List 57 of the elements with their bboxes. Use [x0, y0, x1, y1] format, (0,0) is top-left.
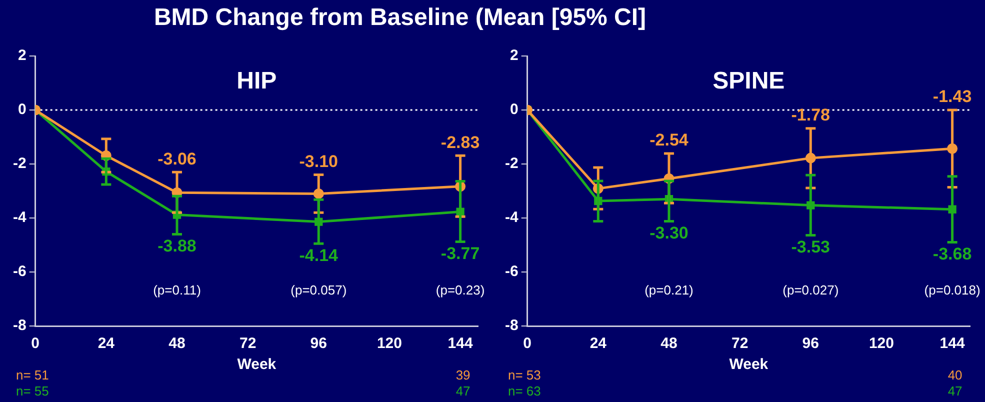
data-label: -1.43 — [932, 87, 972, 106]
x-tick-label: 0 — [31, 335, 40, 352]
data-label: -4.14 — [299, 246, 339, 265]
text: n= 51 — [16, 368, 49, 383]
text: 47 — [456, 384, 470, 399]
data-label: -3.30 — [650, 223, 688, 242]
y-tick-label: -4 — [12, 209, 27, 226]
x-axis-title: Week — [237, 356, 277, 374]
data-label: -3.88 — [158, 236, 196, 256]
x-tick-label: 0 — [523, 335, 532, 352]
y-tick-label: -8 — [12, 317, 26, 334]
data-label: -3.06 — [158, 149, 196, 168]
text: HIP — [236, 68, 277, 95]
x-tick-label: 96 — [802, 335, 819, 352]
data-label: -3.53 — [791, 237, 830, 256]
annotation: (p=0.057) — [290, 282, 347, 298]
data-label: -3.10 — [299, 152, 338, 171]
y-tick-label: -6 — [12, 263, 26, 280]
y-tick-label: -2 — [12, 155, 26, 172]
annotation: (p=0.23) — [436, 282, 485, 298]
y-tick-label: -6 — [504, 263, 518, 280]
x-tick-label: 24 — [98, 335, 116, 352]
text: 39 — [456, 368, 470, 383]
y-tick-label: 0 — [510, 101, 518, 118]
x-tick-label: 48 — [168, 335, 186, 352]
text: 40 — [948, 368, 962, 383]
y-tick-label: -4 — [504, 209, 519, 226]
text: n= 53 — [508, 368, 541, 383]
x-tick-label: 96 — [310, 335, 327, 352]
y-tick-label: 2 — [18, 47, 26, 64]
text: n= 63 — [508, 384, 541, 399]
annotation: (p=0.11) — [153, 282, 201, 298]
y-tick-label: 0 — [18, 101, 26, 118]
x-tick-label: 72 — [731, 335, 748, 352]
x-tick-label: 120 — [376, 335, 402, 352]
data-label: -1.78 — [791, 106, 830, 125]
x-tick-label: 144 — [940, 335, 966, 352]
x-tick-label: 24 — [590, 335, 608, 352]
data-label: -3.68 — [932, 244, 972, 264]
text: n= 55 — [16, 384, 49, 399]
y-tick-label: -8 — [504, 317, 518, 334]
x-tick-label: 72 — [239, 335, 256, 352]
y-tick-label: 2 — [510, 47, 518, 64]
text: 47 — [948, 384, 962, 399]
text: SPINE — [712, 68, 785, 95]
annotation: (p=0.018) — [924, 282, 980, 298]
x-axis-title: Week — [729, 356, 769, 374]
chart-title: BMD Change from Baseline (Mean [95% CI] — [152, 4, 648, 32]
x-tick-label: 144 — [448, 335, 474, 352]
annotation: (p=0.027) — [782, 282, 839, 298]
annotation: (p=0.21) — [644, 282, 694, 298]
x-tick-label: 120 — [868, 335, 894, 352]
data-label: -3.77 — [440, 244, 480, 263]
data-label: -2.83 — [440, 132, 480, 152]
y-tick-label: -2 — [504, 155, 518, 172]
x-tick-label: 48 — [660, 335, 678, 352]
data-label: -2.54 — [650, 130, 689, 150]
